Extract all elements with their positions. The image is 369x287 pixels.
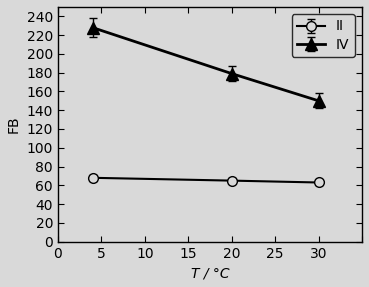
Y-axis label: FB: FB xyxy=(7,115,21,133)
Legend: II, IV: II, IV xyxy=(292,14,355,57)
X-axis label: T / °C: T / °C xyxy=(191,266,229,280)
